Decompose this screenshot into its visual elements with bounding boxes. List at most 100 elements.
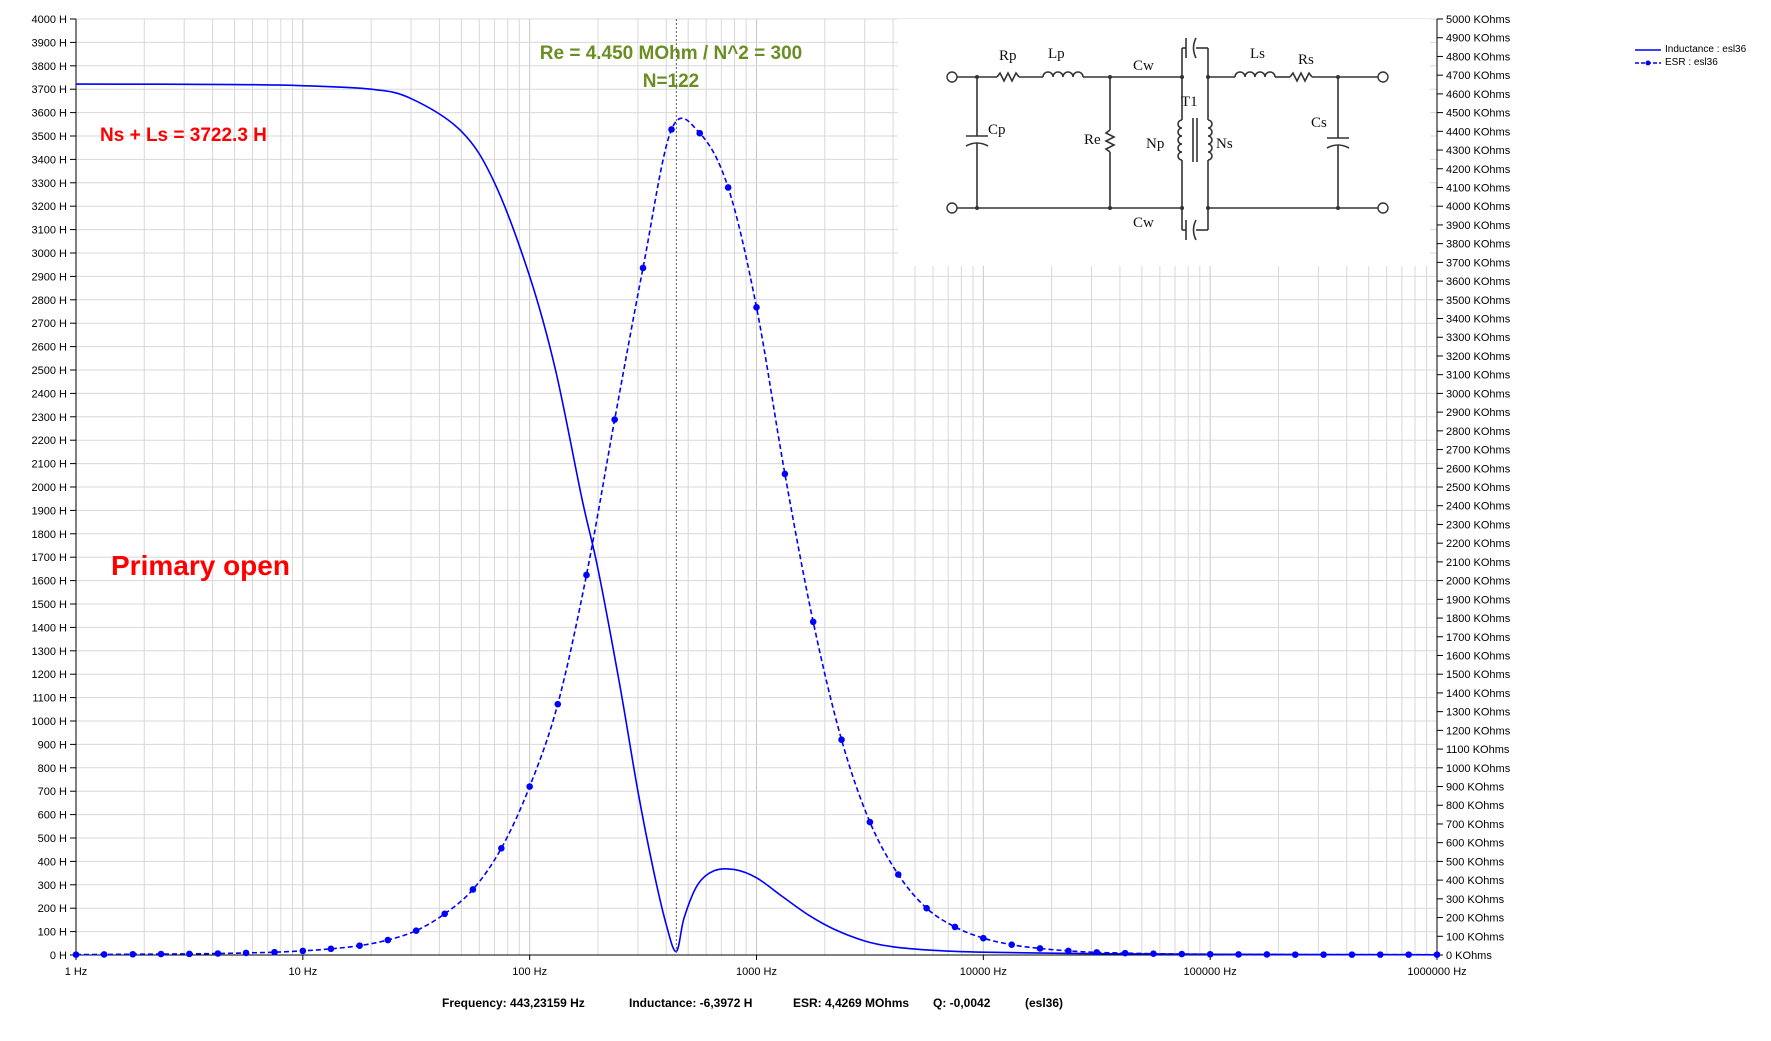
esr-data-point: [980, 934, 987, 942]
annotation-n: N=122: [643, 71, 700, 92]
esr-data-point: [1093, 949, 1101, 956]
y-left-tick-label: 1500 H: [32, 599, 68, 611]
y-right-tick-label: 4300 KOhms: [1446, 145, 1511, 157]
y-right-tick-label: 3900 KOhms: [1446, 220, 1511, 232]
label-np: Np: [1146, 136, 1164, 152]
y-right-tick-label: 3800 KOhms: [1446, 239, 1511, 251]
y-right-tick-label: 2800 KOhms: [1446, 426, 1511, 438]
y-left-tick-label: 600 H: [38, 810, 67, 822]
annotation-primary-open: Primary open: [111, 550, 290, 581]
schematic-background: [898, 19, 1430, 266]
y-left-tick-label: 800 H: [38, 763, 67, 775]
label-ls: Ls: [1250, 46, 1265, 62]
y-right-tick-label: 4600 KOhms: [1446, 89, 1511, 101]
label-rp: Rp: [999, 48, 1017, 64]
y-right-tick-label: 800 KOhms: [1446, 800, 1505, 812]
esr-data-point: [611, 416, 618, 423]
y-right-tick-label: 1000 KOhms: [1446, 763, 1511, 775]
y-right-tick-label: 1400 KOhms: [1446, 688, 1511, 700]
y-right-tick-label: 4400 KOhms: [1446, 126, 1511, 138]
label-cp: Cp: [988, 122, 1006, 138]
esr-data-point: [526, 783, 533, 790]
circuit-schematic: Rp Lp Cw Ls Rs Cp Re T1 Np Ns Cs Cw: [898, 19, 1430, 266]
y-right-tick-label: 3700 KOhms: [1446, 257, 1511, 269]
status-esr: ESR: 4,4269 MOhms: [793, 996, 910, 1010]
esr-data-point: [1036, 945, 1044, 952]
esr-data-point: [809, 618, 817, 626]
x-tick-label: 100000 Hz: [1184, 966, 1237, 978]
y-right-tick-label: 4100 KOhms: [1446, 182, 1511, 194]
esr-data-point: [441, 910, 448, 918]
esr-data-point: [1235, 951, 1242, 958]
y-right-tick-label: 1700 KOhms: [1446, 632, 1511, 644]
y-left-tick-label: 2200 H: [32, 435, 68, 447]
label-ns: Ns: [1216, 136, 1233, 152]
esr-data-point: [271, 948, 278, 956]
esr-data-point: [1121, 949, 1129, 957]
y-left-tick-label: 500 H: [38, 833, 67, 845]
y-right-tick-label: 1500 KOhms: [1446, 669, 1511, 681]
x-tick-label: 10000 Hz: [960, 966, 1007, 978]
y-right-tick-label: 1900 KOhms: [1446, 594, 1511, 606]
y-right-tick-label: 3000 KOhms: [1446, 388, 1511, 400]
esr-data-point: [951, 923, 959, 931]
y-right-tick-label: 500 KOhms: [1446, 856, 1505, 868]
y-right-tick-label: 2200 KOhms: [1446, 538, 1511, 550]
esr-data-point: [186, 950, 193, 958]
x-tick-label: 10 Hz: [288, 966, 317, 978]
label-rs: Rs: [1298, 52, 1314, 68]
y-left-tick-label: 1900 H: [32, 505, 68, 517]
y-right-tick-label: 900 KOhms: [1446, 782, 1505, 794]
y-left-tick-label: 200 H: [38, 903, 67, 915]
y-left-tick-label: 1300 H: [32, 646, 68, 658]
esr-data-point: [498, 844, 505, 852]
series-layer: [72, 83, 1441, 958]
esr-data-point: [1008, 941, 1015, 949]
esr-data-point: [1405, 951, 1412, 958]
y-left-tick-label: 2300 H: [32, 412, 68, 424]
inductance-series-line: [75, 83, 1438, 956]
y-left-tick-label: 3100 H: [32, 225, 68, 237]
esr-data-point: [1178, 950, 1186, 958]
legend-item-esr[interactable]: ESR : esl36: [1635, 56, 1746, 69]
y-right-tick-label: 2100 KOhms: [1446, 557, 1511, 569]
y-right-tick-label: 2300 KOhms: [1446, 519, 1511, 531]
y-right-tick-label: 2900 KOhms: [1446, 407, 1511, 419]
y-left-tick-label: 100 H: [38, 927, 67, 939]
label-re: Re: [1084, 132, 1101, 148]
y-left-tick-label: 2500 H: [32, 365, 68, 377]
esr-data-point: [469, 886, 477, 893]
esr-data-point: [668, 126, 675, 133]
y-left-tick-label: 3600 H: [32, 108, 68, 120]
y-right-tick-label: 3100 KOhms: [1446, 370, 1511, 382]
x-tick-label: 1 Hz: [65, 966, 88, 978]
esr-data-point: [1348, 951, 1356, 958]
esr-data-point: [72, 951, 80, 958]
esr-data-point: [894, 871, 902, 878]
y-right-tick-label: 300 KOhms: [1446, 894, 1505, 906]
x-axis-ticks: 1 Hz 10 Hz 100 Hz 1000 Hz 10000 Hz 100000 Hz 1…: [65, 955, 1467, 978]
y-right-axis-ticks: 5000 KOhms 4900 KOhms 4800 KOhms 4700 KOhms…: [1437, 14, 1511, 962]
esr-series-line: [75, 117, 1437, 956]
y-left-tick-label: 0 H: [50, 950, 67, 962]
y-right-tick-label: 4700 KOhms: [1446, 70, 1511, 82]
esr-data-point: [1150, 950, 1157, 957]
legend-item-inductance[interactable]: Inductance : esl36: [1635, 43, 1746, 56]
y-left-tick-label: 2700 H: [32, 318, 68, 330]
y-left-tick-label: 3900 H: [32, 37, 68, 49]
label-lp: Lp: [1048, 46, 1065, 62]
y-right-tick-label: 5000 KOhms: [1446, 14, 1511, 26]
y-left-tick-label: 400 H: [38, 856, 67, 868]
y-left-tick-label: 1000 H: [32, 716, 68, 728]
esr-data-point: [1065, 947, 1072, 955]
esr-data-point: [1206, 950, 1214, 958]
legend: Inductance : esl36 ESR : esl36: [1635, 43, 1746, 69]
y-right-tick-label: 3500 KOhms: [1446, 295, 1511, 307]
esr-data-point: [412, 927, 420, 934]
y-left-tick-label: 3300 H: [32, 178, 68, 190]
y-left-tick-label: 900 H: [38, 739, 67, 751]
y-right-tick-label: 700 KOhms: [1446, 819, 1505, 831]
y-left-tick-label: 2900 H: [32, 271, 68, 283]
y-right-tick-label: 2600 KOhms: [1446, 463, 1511, 475]
y-right-tick-label: 1600 KOhms: [1446, 650, 1511, 662]
